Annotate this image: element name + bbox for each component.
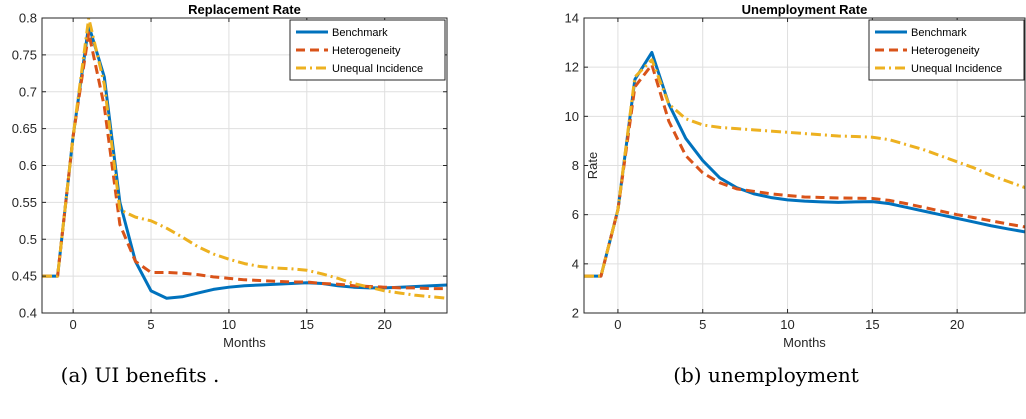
y-tick-label: 6 [572,207,579,222]
chart-panel-2: 0 5 10 15 20 2 4 6 8 10 12 14 Unemployment Rate Month… [565,2,1026,387]
x-tick-label: 20 [377,317,391,332]
y-tick-label: 8 [572,158,579,173]
series-line-unequal-incidence [42,18,447,300]
series-group [42,18,447,300]
y-tick-label: 0.7 [19,84,37,99]
series-line-heterogeneity [42,31,447,291]
x-axis-label: Months [783,335,826,350]
y-tick-label: 0.75 [12,47,37,62]
x-tick-label: 10 [780,317,794,332]
y-tick-label: 14 [565,11,579,26]
y-tick-label: 10 [565,109,579,124]
chart-panel-1: 0 5 10 15 20 0.4 0.45 0.5 0.55 0.6 0.65 0.7 0.75 0.8 R… [12,2,448,387]
legend: Benchmark Heterogeneity Unequal Incidence [868,19,1025,81]
x-tick-label: 0 [614,317,621,332]
y-tick-label: 0.5 [19,232,37,247]
legend-label: Benchmark [911,27,967,39]
y-tick-label: 0.65 [12,121,37,136]
x-tick-label: 10 [222,317,236,332]
figure-caption: (b) unemployment [673,363,859,387]
chart-title: Unemployment Rate [742,2,868,17]
x-tick-label: 15 [865,317,879,332]
x-tick-label: 15 [300,317,314,332]
series-group [584,50,1025,278]
x-axis-label: Months [223,335,266,350]
legend-label: Unequal Incidence [911,63,1002,75]
legend-label: Heterogeneity [911,45,980,57]
x-tick-label: 20 [950,317,964,332]
y-tick-label: 2 [572,306,579,321]
figure-caption: (a) UI benefits . [61,363,220,387]
y-tick-label: 12 [565,60,579,75]
y-tick-label: 0.8 [19,11,37,26]
x-tick-label: 5 [147,317,154,332]
legend-label: Unequal Incidence [332,63,423,75]
legend: Benchmark Heterogeneity Unequal Incidence [289,19,446,81]
series-line-benchmark [584,50,1025,278]
x-tick-label: 0 [70,317,77,332]
y-tick-label: 0.4 [19,306,37,321]
series-line-heterogeneity [584,63,1025,278]
legend-label: Benchmark [332,27,388,39]
series-line-unequal-incidence [584,58,1025,278]
y-tick-label: 4 [572,256,579,271]
y-tick-label: 0.55 [12,195,37,210]
y-tick-label: 0.6 [19,158,37,173]
chart-title: Replacement Rate [188,2,301,17]
y-axis-label: Rate [585,152,600,179]
y-tick-label: 0.45 [12,269,37,284]
x-tick-label: 5 [699,317,706,332]
legend-label: Heterogeneity [332,45,401,57]
